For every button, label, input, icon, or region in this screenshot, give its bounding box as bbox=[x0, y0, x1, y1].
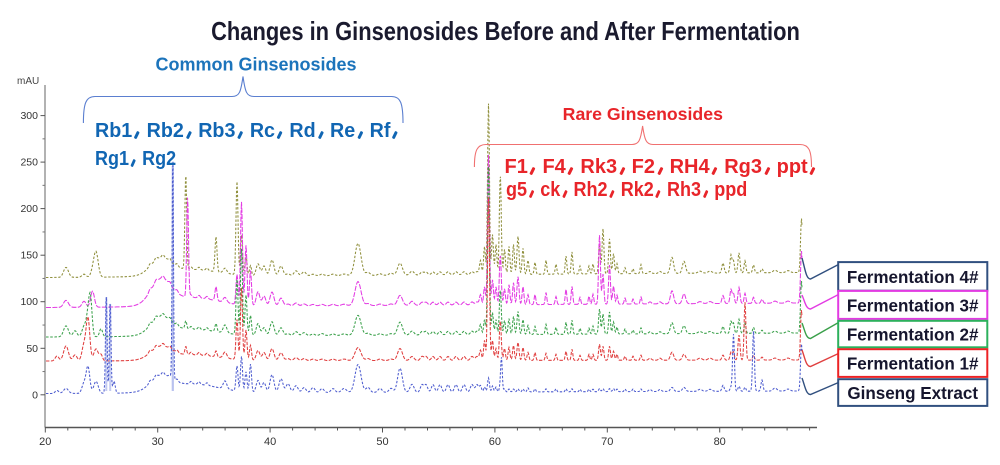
svg-text:Fermentation 1#: Fermentation 1# bbox=[847, 353, 979, 373]
svg-text:20: 20 bbox=[39, 436, 51, 448]
svg-text:Common Ginsenosides: Common Ginsenosides bbox=[155, 54, 356, 74]
svg-text:50: 50 bbox=[376, 436, 388, 448]
svg-text:300: 300 bbox=[20, 110, 38, 122]
svg-text:Rare Ginsenosides: Rare Ginsenosides bbox=[563, 104, 723, 124]
svg-text:Ginseng Extract: Ginseng Extract bbox=[847, 383, 978, 403]
svg-text:Changes in Ginsenosides Before: Changes in Ginsenosides Before and After… bbox=[211, 17, 800, 46]
svg-text:Fermentation 2#: Fermentation 2# bbox=[847, 324, 979, 344]
svg-text:70: 70 bbox=[601, 436, 613, 448]
svg-text:200: 200 bbox=[20, 203, 38, 215]
svg-text:60: 60 bbox=[489, 436, 501, 448]
svg-text:100: 100 bbox=[20, 296, 38, 308]
svg-text:40: 40 bbox=[264, 436, 276, 448]
svg-text:Fermentation 4#: Fermentation 4# bbox=[847, 267, 979, 287]
svg-text:0: 0 bbox=[32, 389, 38, 401]
svg-text:Fermentation 3#: Fermentation 3# bbox=[847, 295, 979, 315]
svg-text:80: 80 bbox=[714, 436, 726, 448]
svg-text:150: 150 bbox=[20, 250, 38, 262]
svg-text:30: 30 bbox=[152, 436, 164, 448]
svg-text:mAU: mAU bbox=[17, 76, 39, 87]
svg-text:50: 50 bbox=[26, 343, 38, 355]
svg-text:250: 250 bbox=[20, 157, 38, 169]
